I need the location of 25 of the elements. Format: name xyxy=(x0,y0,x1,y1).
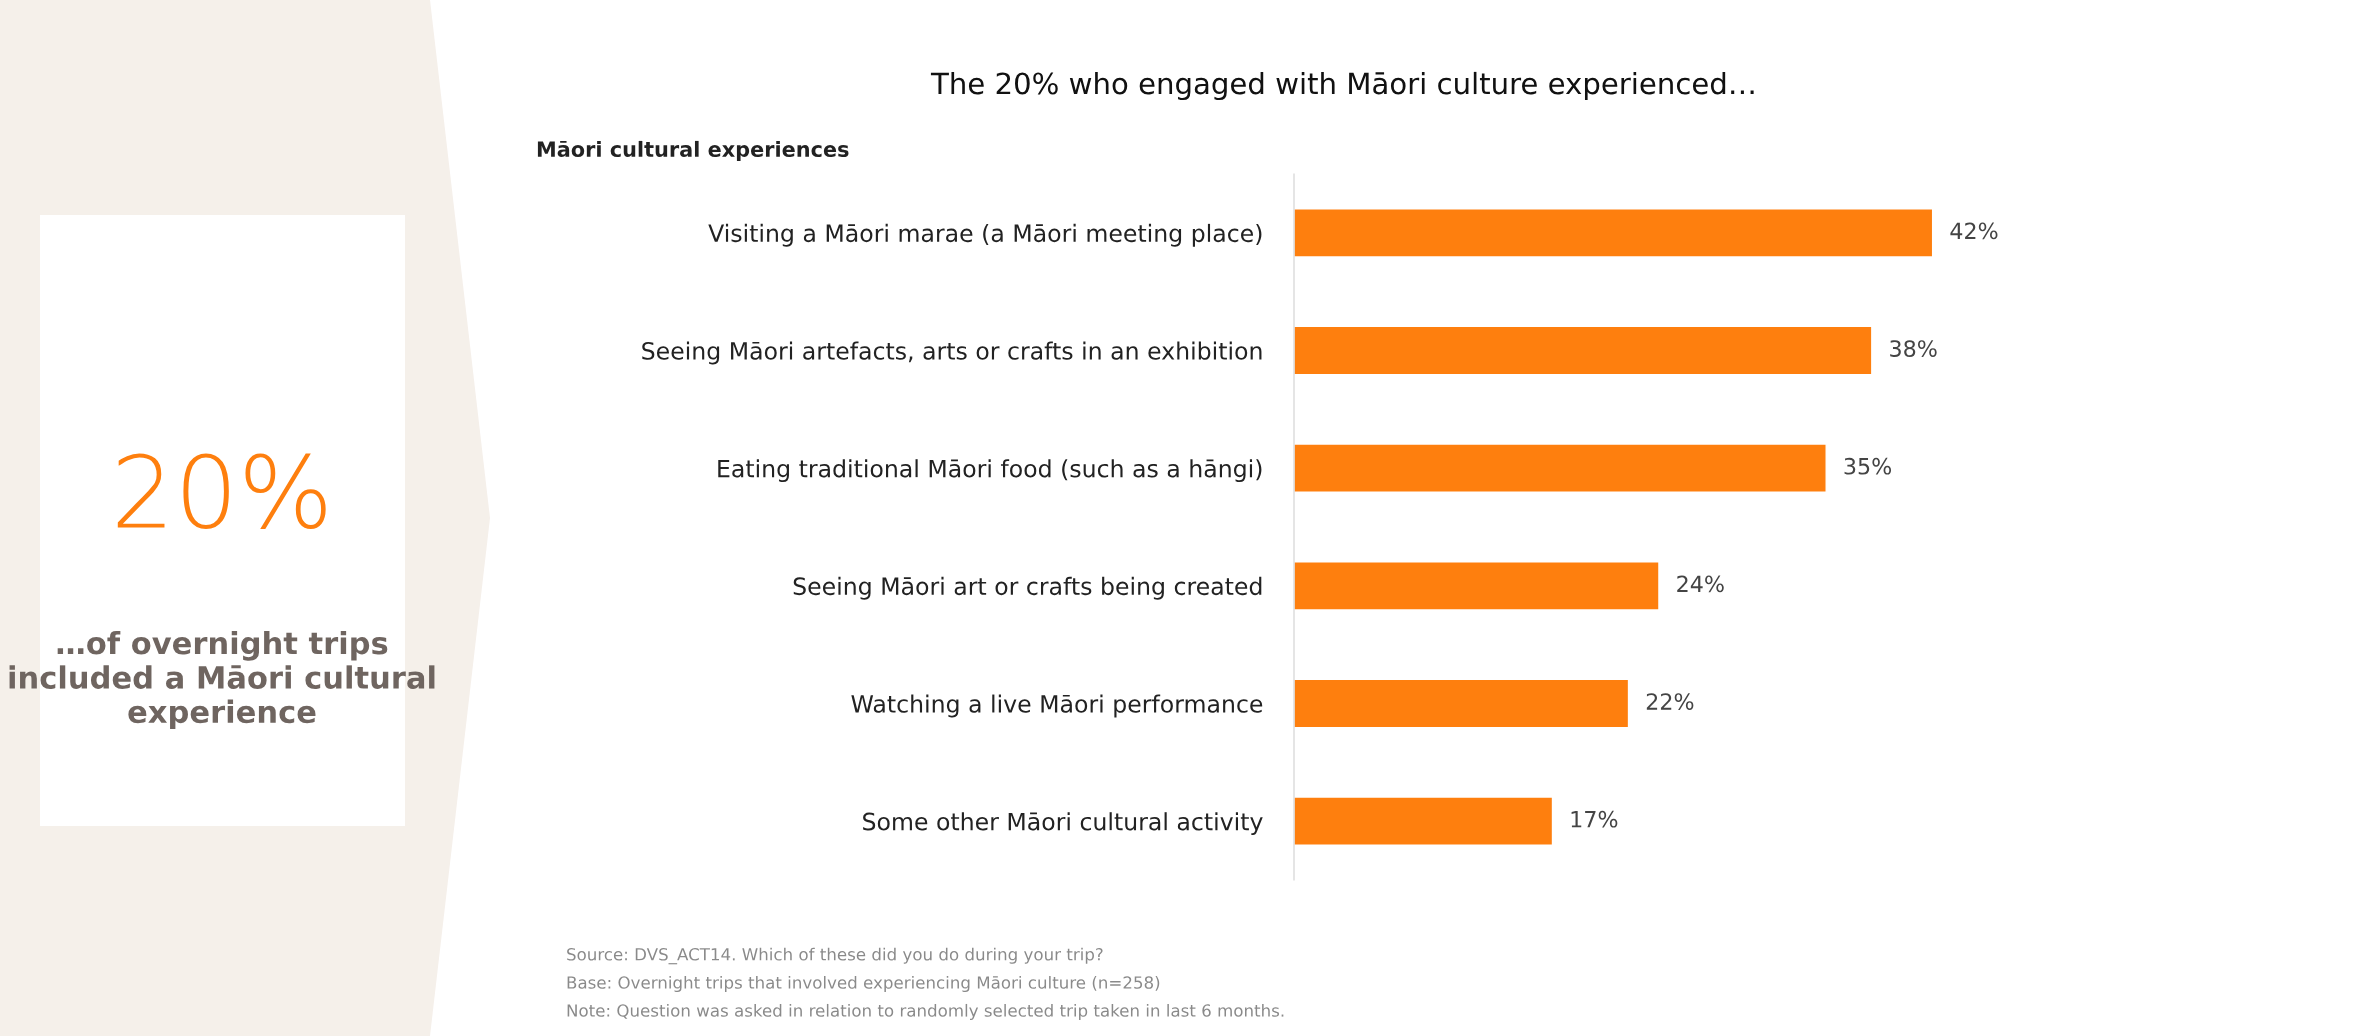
chart-title: The 20% who engaged with Māori culture experienced… xyxy=(930,71,1754,101)
y-tick-label: Seeing Māori art or crafts being created xyxy=(793,576,1262,600)
bar xyxy=(1294,796,1554,846)
data-label: 17% xyxy=(1571,810,1618,828)
y-tick-label: Watching a live Māori performance xyxy=(851,694,1263,718)
data-label: 38% xyxy=(1890,340,1937,357)
text: Base: Overnight trips that involved experiencing Māori culture (n=258) xyxy=(567,975,1160,993)
data-label: 35% xyxy=(1844,457,1892,475)
y-tick-label: Visiting a Māori marae (a Māori meeting place) xyxy=(708,223,1262,247)
text: …of overnight trips included a Māori cultural experience xyxy=(9,630,435,730)
text: Māori cultural experiences xyxy=(537,140,849,162)
text: Note: Question was asked in relation to randomly selected trip taken in last 6 months. xyxy=(567,1003,1284,1021)
bar xyxy=(1294,561,1660,611)
bar xyxy=(1294,443,1827,493)
bar xyxy=(1294,208,1934,258)
data-label: 22% xyxy=(1646,693,1694,710)
bar xyxy=(1294,325,1873,376)
data-label: 24% xyxy=(1677,575,1724,593)
bar xyxy=(1294,678,1630,729)
y-tick-label: Eating traditional Māori food (such as a hāngi) xyxy=(718,459,1262,483)
text: 20% xyxy=(117,453,326,530)
source-note: Source: DVS_ACT14. Which of these did you do during your trip? xyxy=(567,947,1103,965)
data-label: 42% xyxy=(1950,222,1998,240)
y-tick-label: Some other Māori cultural activity xyxy=(863,812,1263,836)
y-tick-label: Seeing Māori artefacts, arts or crafts in an exhibition xyxy=(642,341,1262,365)
